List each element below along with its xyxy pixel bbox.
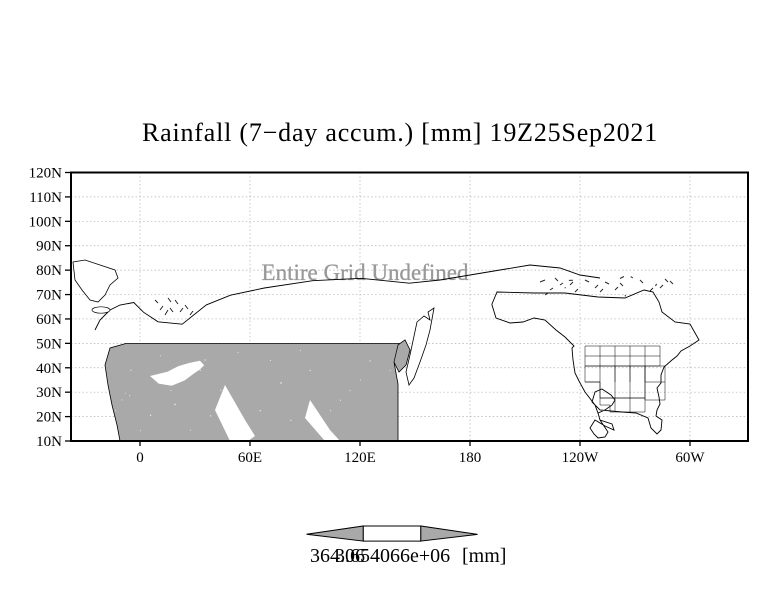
svg-text:3.654066e+06: 3.654066e+06 bbox=[335, 545, 450, 567]
svg-text:40N: 40N bbox=[36, 361, 62, 377]
svg-text:10N: 10N bbox=[36, 434, 62, 450]
svg-text:60W: 60W bbox=[675, 450, 705, 466]
svg-text:120N: 120N bbox=[29, 166, 63, 182]
svg-text:180: 180 bbox=[459, 450, 482, 466]
svg-text:60N: 60N bbox=[36, 312, 62, 328]
svg-text:20N: 20N bbox=[36, 410, 62, 426]
svg-text:120W: 120W bbox=[562, 450, 600, 466]
svg-text:[mm]: [mm] bbox=[462, 545, 506, 567]
svg-text:110N: 110N bbox=[29, 190, 62, 206]
svg-text:50N: 50N bbox=[36, 336, 62, 352]
svg-text:80N: 80N bbox=[36, 263, 62, 279]
svg-text:100N: 100N bbox=[29, 214, 63, 230]
svg-text:60E: 60E bbox=[238, 450, 262, 466]
svg-text:30N: 30N bbox=[36, 385, 62, 401]
svg-text:0: 0 bbox=[136, 450, 144, 466]
svg-text:90N: 90N bbox=[36, 239, 62, 255]
svg-text:120E: 120E bbox=[344, 450, 376, 466]
svg-text:70N: 70N bbox=[36, 288, 62, 304]
svg-text:Entire Grid Undefined: Entire Grid Undefined bbox=[262, 260, 469, 285]
